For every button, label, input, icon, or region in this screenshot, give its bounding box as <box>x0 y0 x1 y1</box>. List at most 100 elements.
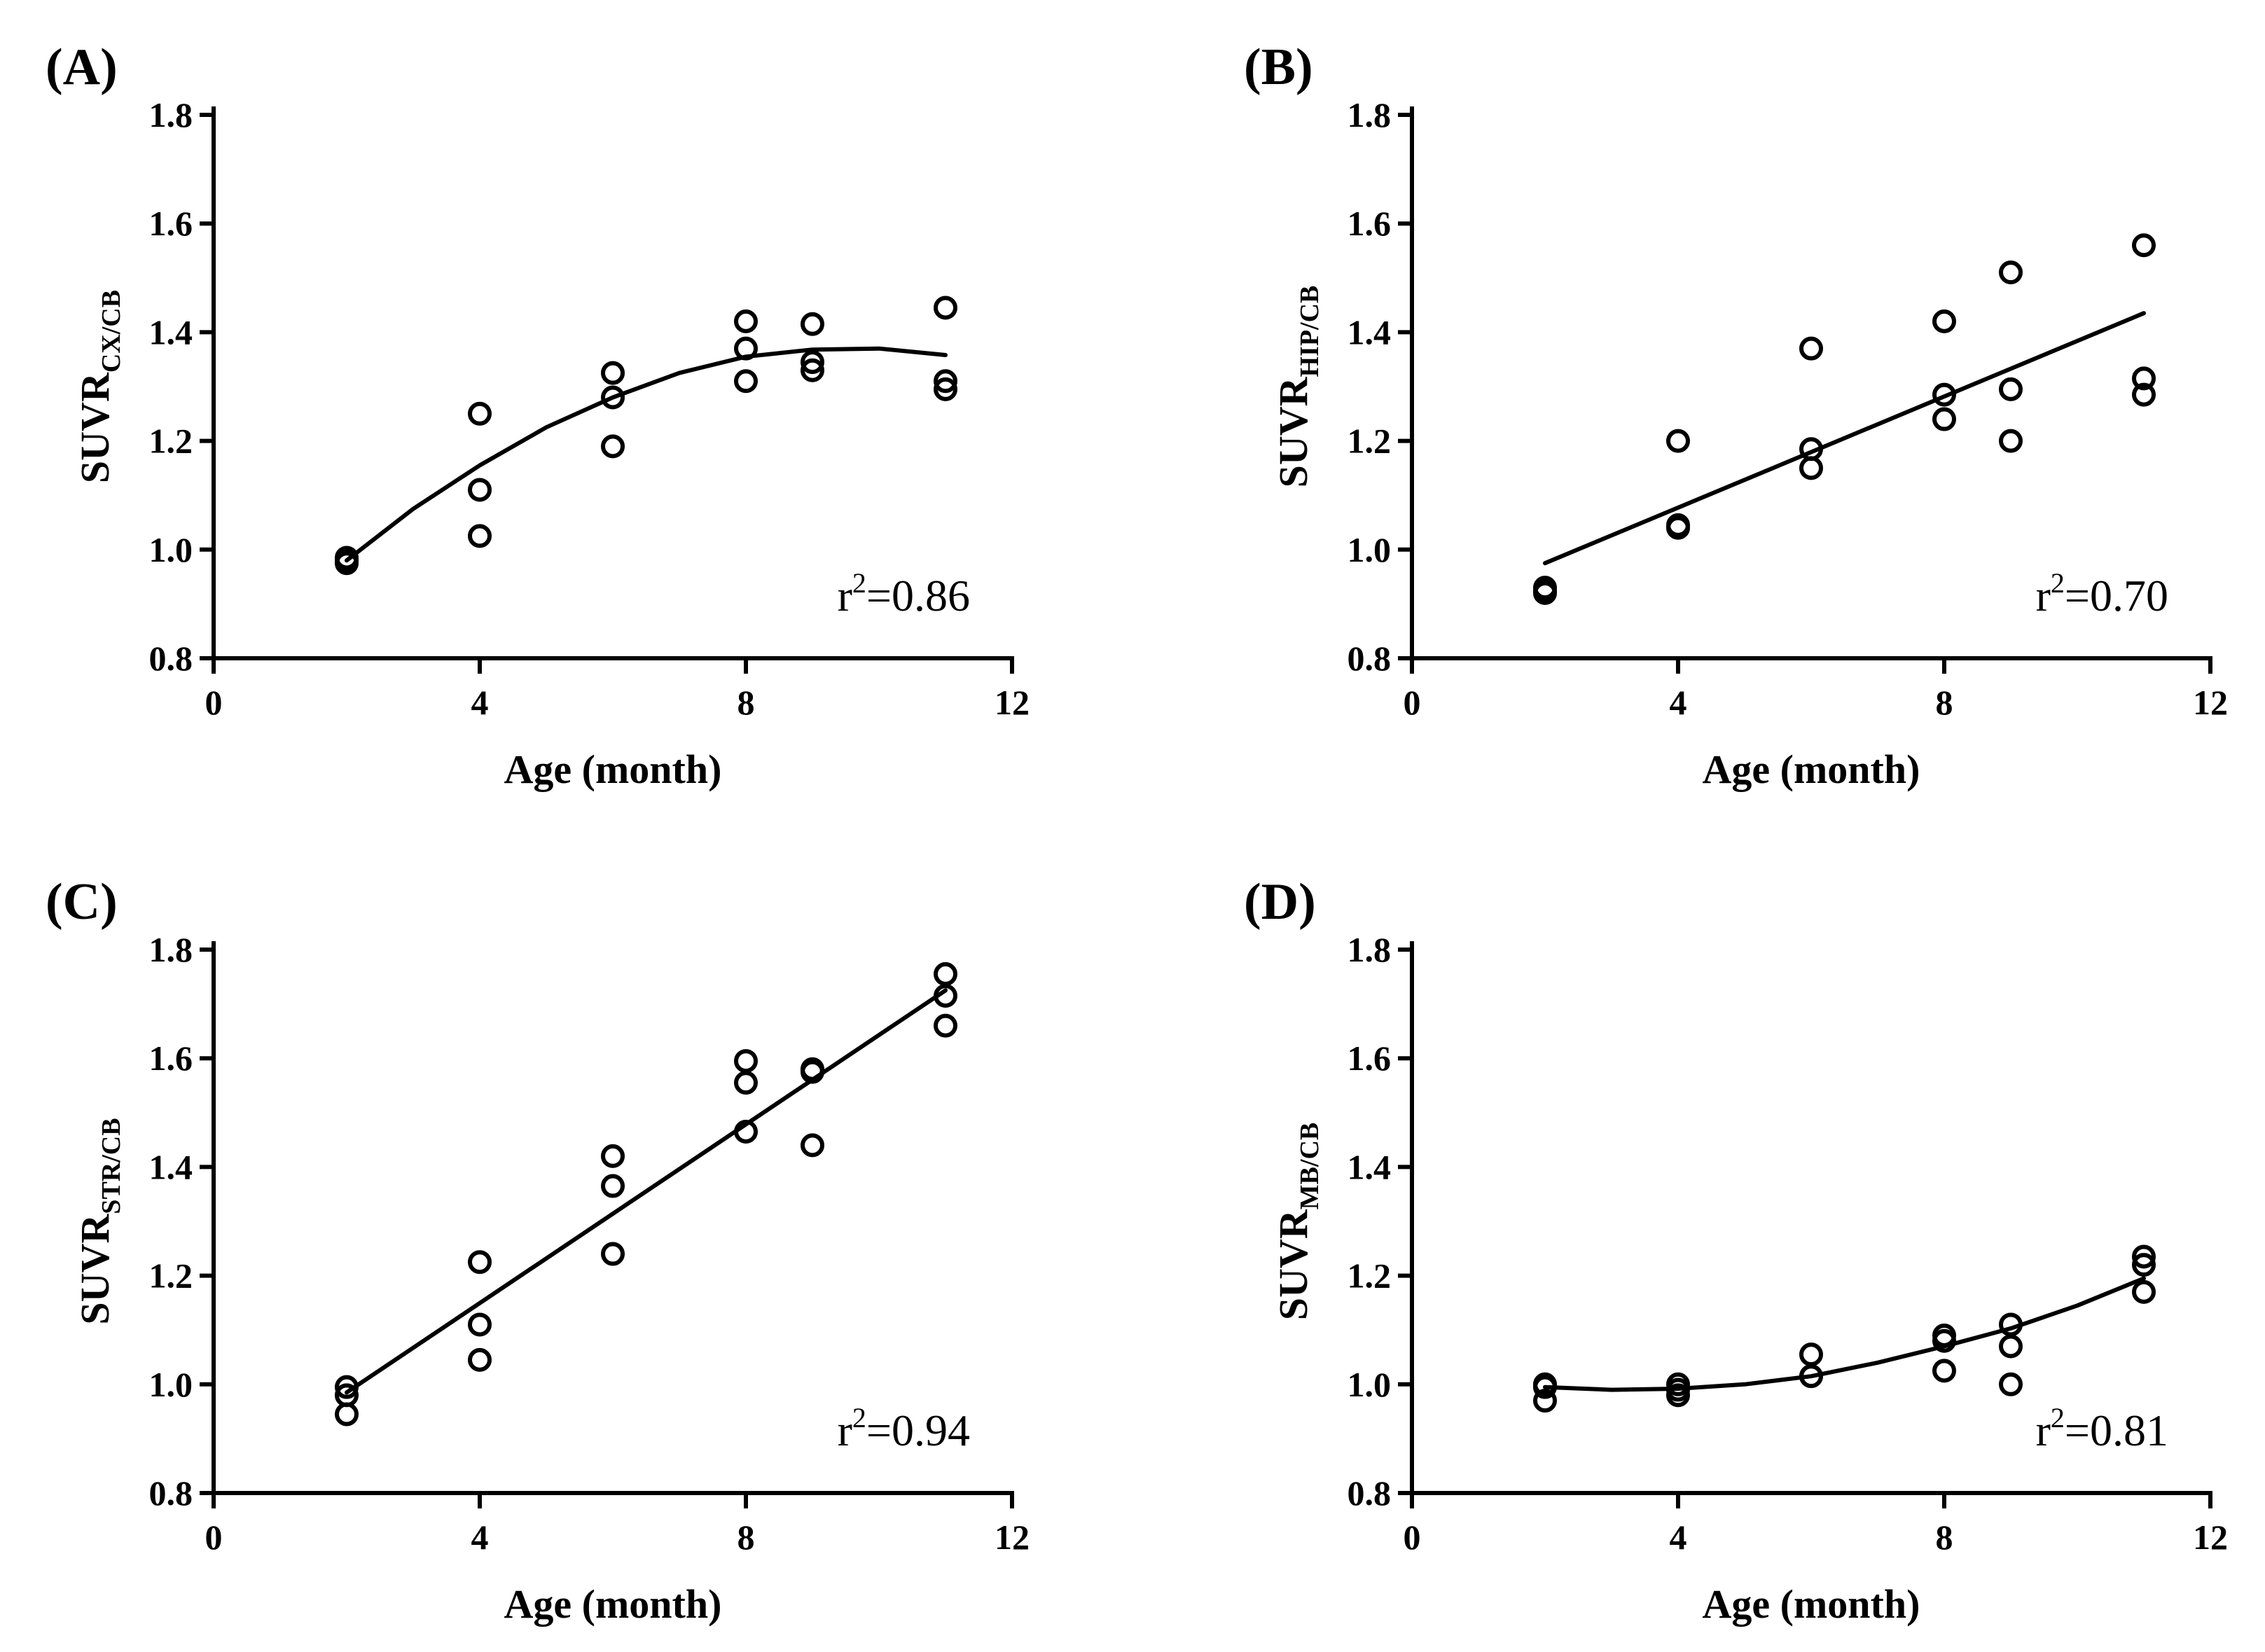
data-point <box>1799 456 1823 480</box>
data-point <box>1932 309 1956 333</box>
y-tick-label: 1.4 <box>149 1147 193 1186</box>
data-point <box>2132 382 2156 407</box>
data-point <box>934 983 957 1008</box>
x-tick-label: 12 <box>2193 683 2228 722</box>
data-point <box>1932 407 1956 431</box>
data-point <box>335 548 359 573</box>
r-squared-superscript: 2 <box>2051 1402 2065 1434</box>
chart-panel-b: (B) 0.8 1.0 1.2 1.4 1.6 1.8 0 4 8 12 Age (month) SUV… <box>1244 39 2228 792</box>
fit-line <box>345 988 948 1395</box>
data-point <box>1932 1328 1956 1353</box>
x-tick-label: 0 <box>205 1518 223 1557</box>
r-squared-base: r <box>838 571 852 620</box>
y-tick-label: 1.2 <box>149 422 193 461</box>
x-axis-label: Age (month) <box>1703 747 1920 792</box>
chart-panel-d: (D) 0.8 1.0 1.2 1.4 1.6 1.8 0 4 8 12 Age (month) SUV… <box>1244 873 2228 1627</box>
data-point <box>335 1402 359 1427</box>
data-point <box>934 377 957 401</box>
data-point <box>1999 1312 2023 1337</box>
x-tick-label: 8 <box>737 683 755 722</box>
data-point <box>934 962 957 986</box>
data-point <box>601 1174 625 1198</box>
fit-line <box>345 346 948 563</box>
r-squared-value: =0.70 <box>2065 571 2168 620</box>
r-squared-annotation: r2=0.94 <box>838 1402 970 1455</box>
data-point <box>1999 261 2023 285</box>
y-tick-label: 1.8 <box>1348 95 1392 134</box>
x-tick-label: 4 <box>1670 683 1687 722</box>
r-squared-value: =0.94 <box>866 1405 970 1455</box>
y-axis-label: SUVRSTR/CB <box>72 1118 126 1324</box>
y-tick-label: 1.0 <box>1348 530 1392 569</box>
y-tick-label: 1.2 <box>149 1256 193 1296</box>
y-tick-label: 1.0 <box>149 1365 193 1404</box>
x-tick-label: 0 <box>1404 1518 1421 1557</box>
y-tick-label: 1.0 <box>149 530 193 569</box>
y-axis-label: SUVRHIP/CB <box>1270 286 1324 488</box>
y-tick-label: 1.6 <box>149 204 193 243</box>
fit-line <box>1543 1276 2146 1392</box>
r-squared-annotation: r2=0.86 <box>838 567 970 620</box>
x-axis-label: Age (month) <box>504 1581 722 1627</box>
r-squared-superscript: 2 <box>2051 567 2065 599</box>
data-point <box>468 1312 492 1337</box>
data-point <box>335 1375 359 1399</box>
x-tick-label: 4 <box>471 683 489 722</box>
data-point <box>934 296 957 320</box>
data-point <box>1999 1334 2023 1359</box>
r-squared-superscript: 2 <box>852 567 866 599</box>
panel-label: (C) <box>46 873 118 931</box>
x-tick-label: 8 <box>737 1518 755 1557</box>
data-point <box>601 434 625 459</box>
r-squared-annotation: r2=0.81 <box>2036 1402 2168 1455</box>
chart-panel-c: (C) 0.8 1.0 1.2 1.4 1.6 1.8 0 4 8 12 Age (month) SUV… <box>46 873 1030 1627</box>
x-tick-label: 8 <box>1936 1518 1953 1557</box>
r-squared-base: r <box>2036 1405 2051 1455</box>
y-tick-label: 1.6 <box>1348 204 1392 243</box>
data-point <box>1932 1359 1956 1383</box>
y-tick-label: 1.8 <box>149 95 193 134</box>
data-point <box>801 350 824 375</box>
data-point <box>1666 513 1690 537</box>
y-tick-label: 1.0 <box>1348 1365 1392 1404</box>
data-point <box>1533 578 1557 602</box>
data-point <box>734 1071 758 1095</box>
x-tick-label: 12 <box>995 1518 1030 1557</box>
data-point <box>1999 429 2023 453</box>
data-point <box>601 1242 625 1266</box>
data-point <box>934 369 957 394</box>
data-point <box>468 478 492 502</box>
data-point <box>2132 1279 2156 1304</box>
y-axis-label-main: SUVR <box>1270 376 1316 487</box>
x-tick-label: 0 <box>205 683 223 722</box>
data-point <box>734 336 758 361</box>
x-tick-label: 4 <box>471 1518 489 1557</box>
data-point <box>468 1347 492 1372</box>
data-point <box>801 1060 824 1084</box>
y-axis-label-subscript: STR/CB <box>97 1118 126 1214</box>
y-axis-label-subscript: MB/CB <box>1295 1123 1324 1210</box>
y-axis-label: SUVRMB/CB <box>1270 1123 1324 1320</box>
r-squared-base: r <box>2036 571 2051 620</box>
data-point <box>1999 377 2023 401</box>
y-tick-label: 0.8 <box>1348 1473 1392 1513</box>
r-squared-annotation: r2=0.70 <box>2036 567 2168 620</box>
panel-label: (D) <box>1244 873 1316 931</box>
y-tick-label: 0.8 <box>1348 639 1392 678</box>
r-squared-value: =0.86 <box>866 571 970 620</box>
y-axis-label-subscript: CX/CB <box>97 290 126 373</box>
data-point <box>468 401 492 426</box>
data-point <box>2132 233 2156 258</box>
y-tick-label: 1.2 <box>1348 422 1392 461</box>
data-point <box>1666 1383 1690 1408</box>
data-point <box>801 1133 824 1158</box>
y-tick-label: 1.4 <box>1348 312 1392 352</box>
x-tick-label: 0 <box>1404 683 1421 722</box>
x-tick-label: 12 <box>995 683 1030 722</box>
data-point <box>601 385 625 410</box>
data-point <box>1666 429 1690 453</box>
y-tick-label: 1.6 <box>149 1039 193 1078</box>
data-point <box>468 524 492 548</box>
y-axis-label: SUVRCX/CB <box>72 290 126 483</box>
